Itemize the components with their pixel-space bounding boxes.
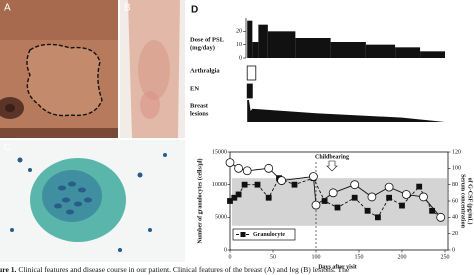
- x-tick-label: 0: [229, 254, 232, 260]
- point: [399, 202, 405, 209]
- row-label: lesions: [190, 110, 209, 117]
- row-label: (mg/day): [190, 44, 215, 51]
- reference-band: [232, 178, 447, 226]
- point: [364, 207, 371, 214]
- x-tick-label: 150: [355, 254, 364, 260]
- point: [436, 212, 446, 222]
- breast-area: [247, 100, 445, 122]
- row-label: Breast: [190, 102, 209, 109]
- x-tick-label: 200: [398, 254, 407, 260]
- point: [225, 158, 235, 168]
- point: [264, 163, 274, 173]
- point: [419, 192, 428, 202]
- annotation: Childbearing: [315, 154, 349, 160]
- point: [351, 194, 358, 201]
- point: [386, 194, 393, 201]
- point: [384, 182, 394, 192]
- x-axis-title: Days after visit: [318, 264, 357, 270]
- panel-label: C: [4, 143, 11, 154]
- y2-tick-label: 60: [452, 198, 458, 204]
- point: [241, 181, 248, 188]
- dose-step: [252, 42, 259, 58]
- x-tick-label: 100: [312, 254, 321, 260]
- dose-step: [247, 20, 253, 59]
- point: [235, 191, 242, 198]
- row-label: Arthralgia: [190, 67, 220, 74]
- point: [328, 188, 338, 198]
- y-tick-label: 20: [236, 29, 242, 35]
- point: [429, 207, 436, 214]
- dose-step: [420, 51, 445, 58]
- dose-step: [330, 42, 366, 58]
- y2-tick-label: 80: [452, 182, 458, 188]
- caption-lead: ure 1.: [0, 265, 17, 274]
- dose-step: [258, 24, 268, 59]
- point: [265, 194, 272, 201]
- photo-b: [120, 0, 185, 138]
- panel-label: D: [191, 5, 198, 16]
- x-tick-label: 250: [441, 254, 450, 260]
- y2-tick-label: 120: [452, 149, 461, 155]
- annotation-arrow: [326, 160, 338, 172]
- y-tick-label: 10: [236, 42, 242, 48]
- point: [242, 166, 252, 176]
- panel-label: B: [124, 3, 131, 14]
- point: [416, 183, 423, 190]
- point: [277, 176, 287, 185]
- point: [231, 194, 238, 201]
- y-tick-label: 15000: [212, 149, 227, 155]
- y2-tick-label: 0: [452, 247, 455, 253]
- legend-box: [232, 228, 296, 241]
- y2-tick-label: 20: [452, 231, 458, 237]
- row-label: Dose of PSL: [190, 36, 225, 43]
- x-tick-label: 50: [270, 254, 276, 260]
- dose-step: [267, 31, 296, 58]
- legend-label: Granulocyte: [253, 232, 285, 238]
- y-tick-label: 0: [239, 55, 242, 61]
- point: [311, 200, 321, 210]
- point: [254, 181, 261, 188]
- arthralgia-bar: [246, 65, 257, 81]
- y2-tick-label: 40: [452, 215, 458, 221]
- point: [367, 192, 377, 202]
- point: [401, 190, 411, 199]
- caption-text: Clinical features and disease course in …: [18, 265, 350, 274]
- y-axis-title: Number of granulocytes (cells/μl): [196, 158, 203, 243]
- dose-step: [395, 47, 421, 58]
- photo-c: [0, 140, 185, 262]
- y2-axis-title: of G-CSF (pg/mL): [467, 178, 474, 225]
- point: [234, 163, 244, 173]
- point: [350, 180, 360, 190]
- en-bar: [246, 83, 253, 99]
- point: [334, 204, 341, 211]
- point: [375, 214, 381, 221]
- point: [291, 181, 298, 188]
- y-tick-label: 5000: [215, 215, 227, 221]
- point: [309, 172, 318, 181]
- y-tick-label: 10000: [212, 182, 227, 188]
- y2-tick-label: 100: [452, 166, 461, 172]
- y2-axis-title: Serum concentration: [460, 174, 466, 228]
- legend-marker: [240, 232, 246, 237]
- dose-step: [365, 44, 396, 58]
- photo-a: [0, 0, 118, 138]
- y-tick-label: 0: [224, 247, 227, 253]
- point: [227, 198, 233, 204]
- dose-step: [295, 38, 331, 58]
- row-label: EN: [190, 85, 199, 92]
- panel-label: A: [4, 3, 11, 14]
- caption: ure 1. Clinical features and disease cou…: [0, 265, 350, 274]
